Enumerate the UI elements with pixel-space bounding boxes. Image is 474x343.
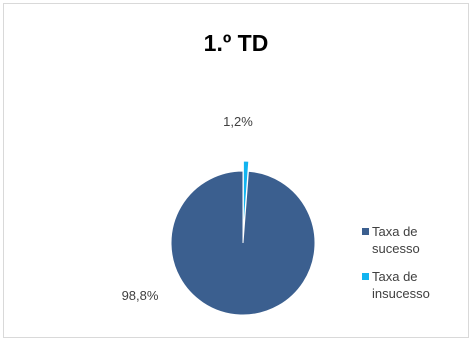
pie-slices xyxy=(170,160,316,316)
legend-swatch-insucesso xyxy=(362,273,369,280)
data-label-insucesso: 1,2% xyxy=(223,114,253,129)
legend: Taxa de sucesso Taxa de insucesso xyxy=(362,223,462,313)
legend-label-insucesso: Taxa de insucesso xyxy=(372,269,430,301)
pie-slice-sucesso xyxy=(170,170,316,316)
pie-data-labels: 98,8% 1,2% xyxy=(122,114,254,303)
legend-item-sucesso: Taxa de sucesso xyxy=(362,223,462,257)
data-label-sucesso: 98,8% xyxy=(122,288,159,303)
legend-item-insucesso: Taxa de insucesso xyxy=(362,268,462,302)
legend-label-sucesso: Taxa de sucesso xyxy=(372,224,420,256)
legend-swatch-sucesso xyxy=(362,228,369,235)
chart-title: 1.º TD xyxy=(203,30,269,56)
